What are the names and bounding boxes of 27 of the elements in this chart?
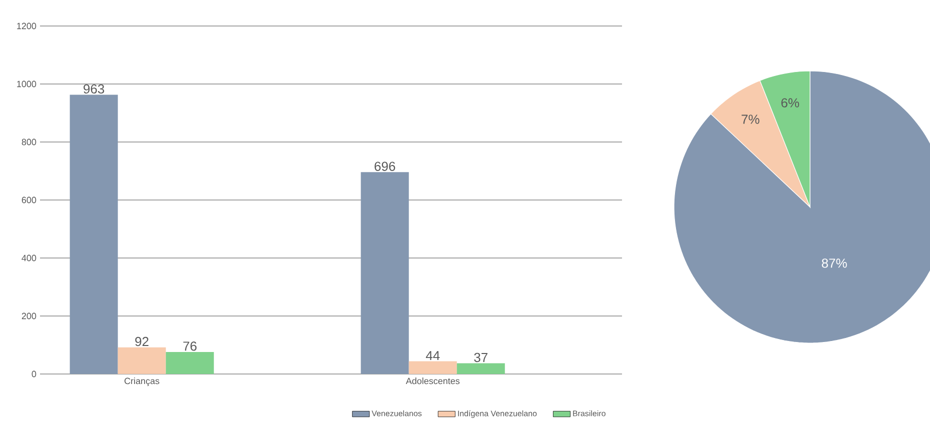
legend-label: Venezuelanos (372, 410, 422, 416)
data-label: 92 (135, 336, 148, 346)
data-label: 6% (781, 98, 800, 108)
bar (360, 172, 409, 374)
data-label: 37 (474, 352, 488, 362)
x-tick-label: Crianças (124, 378, 160, 386)
bar (456, 363, 505, 374)
legend-label: Indígena Venezuelano (458, 410, 537, 418)
y-tick-label: 0 (32, 370, 36, 378)
data-label: 7% (742, 114, 760, 124)
bar (70, 94, 118, 374)
y-tick-label: 600 (22, 196, 36, 204)
x-tick-label: Adolescentes (406, 378, 460, 384)
data-label: 696 (374, 162, 396, 171)
legend-label: Brasileiro (573, 410, 606, 416)
data-label: 76 (183, 342, 197, 351)
bar (166, 352, 214, 374)
bar (408, 361, 457, 374)
data-label: 44 (426, 351, 440, 360)
data-label: 963 (84, 84, 104, 94)
bar (118, 347, 166, 374)
y-tick-label: 1000 (17, 80, 36, 88)
y-tick-label: 1200 (17, 22, 36, 30)
y-tick-label: 800 (22, 138, 36, 146)
y-tick-label: 200 (22, 312, 36, 320)
data-label: 87% (822, 258, 847, 268)
y-tick-label: 400 (22, 254, 36, 262)
